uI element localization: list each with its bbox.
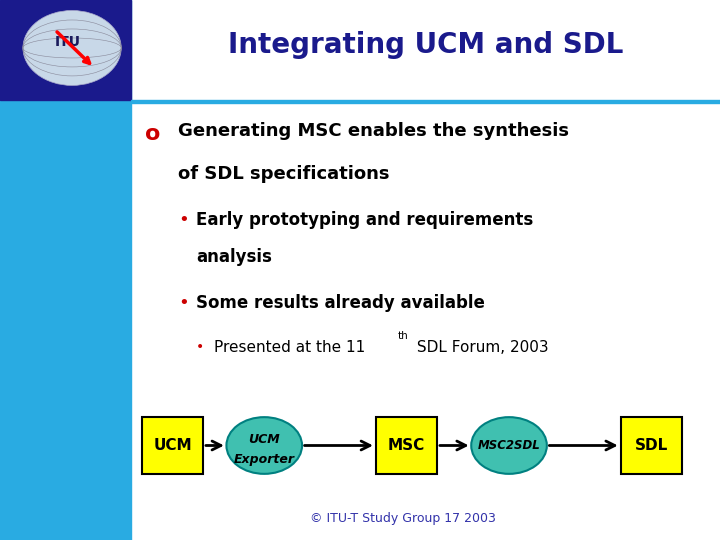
Text: SDL Forum, 2003: SDL Forum, 2003 [412,340,549,355]
Ellipse shape [23,10,121,85]
Text: o: o [145,124,161,144]
FancyBboxPatch shape [142,417,203,474]
Text: UCM: UCM [153,438,192,453]
Text: analysis: analysis [196,248,271,266]
Text: ITU: ITU [55,35,81,49]
Text: •: • [196,340,204,354]
Bar [0,0,131,540]
FancyBboxPatch shape [376,417,437,474]
Text: Exporter: Exporter [234,453,294,465]
Text: Presented at the 11: Presented at the 11 [214,340,365,355]
Text: of SDL specifications: of SDL specifications [178,165,390,183]
Bar [131,100,720,103]
Bar [0,0,131,100]
Text: th: th [397,331,408,341]
FancyBboxPatch shape [621,417,682,474]
Text: Early prototyping and requirements: Early prototyping and requirements [196,211,533,228]
Text: Integrating UCM and SDL: Integrating UCM and SDL [228,31,624,59]
Text: Generating MSC enables the synthesis: Generating MSC enables the synthesis [178,122,569,139]
Text: •: • [178,294,189,312]
Text: Some results already available: Some results already available [196,294,485,312]
Text: UCM: UCM [248,433,280,446]
Text: SDL: SDL [634,438,668,453]
Text: MSC: MSC [388,438,425,453]
Text: •: • [178,211,189,228]
Text: MSC2SDL: MSC2SDL [477,439,541,452]
Ellipse shape [226,417,302,474]
Text: © ITU-T Study Group 17 2003: © ITU-T Study Group 17 2003 [310,512,496,525]
Ellipse shape [472,417,547,474]
